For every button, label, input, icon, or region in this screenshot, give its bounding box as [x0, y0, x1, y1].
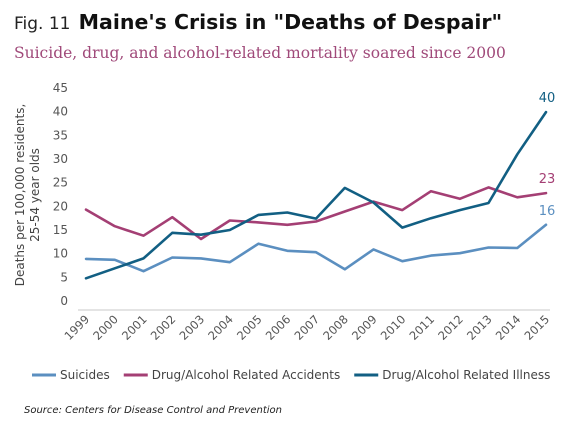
data-point: [372, 248, 375, 251]
data-point: [200, 257, 202, 259]
data-point: [257, 214, 260, 216]
x-tick-label: 2000: [90, 312, 121, 343]
data-point: [401, 209, 403, 211]
figure-label: Fig. 11: [14, 14, 71, 34]
data-point: [430, 217, 432, 219]
data-point: [487, 246, 490, 249]
data-point: [142, 257, 145, 259]
data-point: [459, 198, 461, 200]
data-point: [229, 261, 231, 263]
data-point: [516, 196, 518, 198]
x-tick-label: 2004: [205, 312, 236, 343]
data-point: [487, 202, 490, 204]
x-tick-label: 2009: [349, 312, 380, 343]
x-tick-label: 2008: [320, 312, 351, 343]
title-row: Fig. 11 Maine's Crisis in "Deaths of Des…: [14, 10, 502, 34]
series-line: [84, 186, 548, 241]
data-point: [401, 260, 403, 262]
data-point: [171, 256, 173, 259]
data-point: [516, 153, 518, 155]
y-tick-label: 5: [60, 270, 68, 284]
y-axis-label: Deaths per 100,000 residents,25-54 year …: [13, 104, 42, 287]
data-point: [344, 187, 346, 189]
y-tick-label: 25: [53, 176, 68, 190]
chart-title: Maine's Crisis in "Deaths of Despair": [78, 10, 503, 34]
data-point: [142, 235, 145, 237]
data-point: [257, 243, 260, 245]
data-point: [459, 252, 461, 254]
data-point: [85, 277, 87, 279]
x-tick-label: 1999: [62, 312, 93, 343]
data-point: [430, 254, 432, 257]
y-tick-label: 45: [53, 81, 68, 95]
data-point: [200, 234, 202, 236]
x-tick-label: 2014: [493, 312, 524, 343]
series-end-label: 23: [539, 172, 556, 187]
x-tick-label: 2011: [407, 312, 438, 343]
data-point: [430, 190, 432, 192]
data-point: [545, 224, 547, 226]
data-point: [257, 221, 260, 224]
data-point: [487, 186, 490, 188]
y-tick-label: 15: [53, 223, 68, 237]
data-point: [85, 258, 87, 260]
x-tick-label: 2003: [177, 312, 208, 343]
data-point: [229, 219, 231, 222]
source-note: Source: Centers for Disease Control and …: [24, 405, 282, 416]
y-tick-label: 40: [53, 105, 68, 119]
x-tick-label: 2001: [119, 312, 150, 343]
series-end-label: 16: [539, 204, 556, 219]
data-point: [516, 247, 518, 249]
legend-label: Suicides: [60, 368, 110, 382]
data-point: [315, 220, 317, 223]
y-axis-label-line: 25-54 year olds: [28, 148, 42, 242]
y-tick-label: 30: [53, 152, 68, 166]
series-end-label: 40: [539, 91, 556, 106]
data-point: [114, 259, 116, 261]
x-tick-label: 2013: [464, 312, 495, 343]
y-tick-label: 10: [53, 247, 68, 261]
y-tick-label: 20: [53, 199, 68, 213]
y-tick-label: 35: [53, 128, 68, 142]
y-axis-label-line: Deaths per 100,000 residents,: [13, 104, 27, 287]
data-point: [85, 209, 87, 211]
data-point: [401, 227, 403, 229]
data-point: [114, 225, 116, 227]
data-point: [229, 229, 231, 231]
data-point: [286, 224, 288, 226]
data-point: [344, 210, 346, 213]
data-point: [171, 232, 173, 234]
legend-label: Drug/Alcohol Related Illness: [382, 368, 550, 382]
data-point: [459, 209, 461, 211]
data-point: [545, 111, 547, 113]
data-point: [142, 270, 145, 272]
legend-label: Drug/Alcohol Related Accidents: [152, 368, 341, 382]
data-point: [286, 250, 288, 252]
x-tick-label: 2002: [148, 312, 179, 343]
x-tick-label: 2006: [263, 312, 294, 343]
x-tick-label: 2015: [522, 312, 553, 343]
data-point: [344, 268, 346, 270]
data-point: [545, 192, 547, 194]
data-point: [315, 251, 317, 253]
x-tick-label: 2010: [378, 312, 409, 343]
data-point: [372, 201, 375, 204]
x-tick-label: 2007: [292, 312, 323, 343]
x-tick-label: 2005: [234, 312, 265, 343]
y-tick-label: 0: [60, 294, 68, 308]
data-point: [286, 211, 288, 214]
data-point: [315, 218, 317, 220]
data-point: [200, 238, 202, 240]
data-point: [171, 216, 173, 218]
data-point: [114, 267, 116, 269]
x-tick-label: 2012: [435, 312, 466, 343]
chart-subtitle: Suicide, drug, and alcohol-related morta…: [14, 44, 506, 62]
line-chart: Deaths per 100,000 residents,25-54 year …: [13, 81, 556, 382]
